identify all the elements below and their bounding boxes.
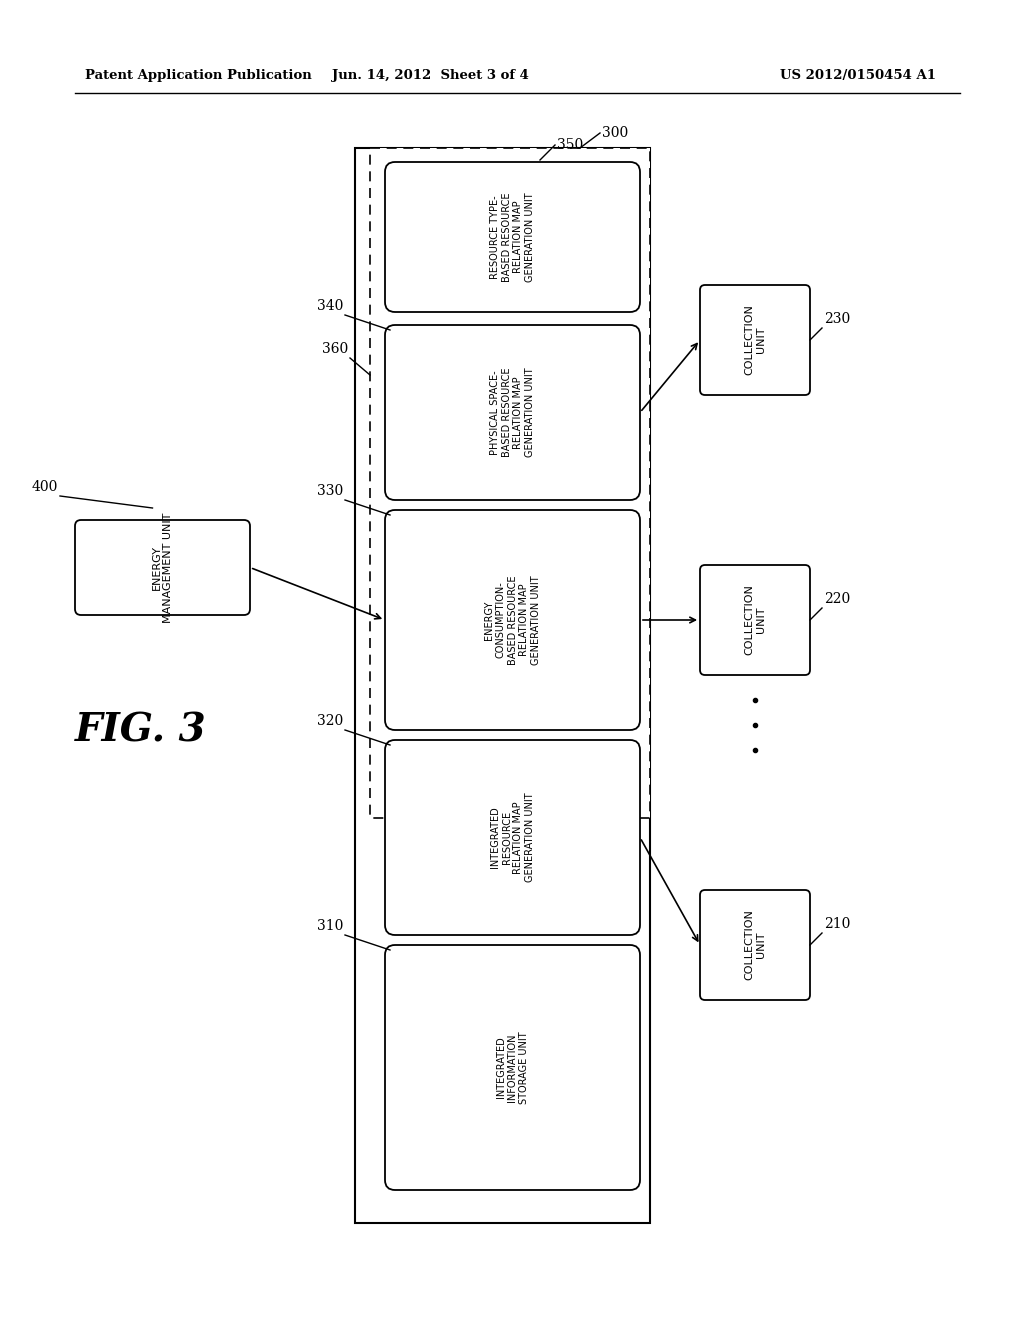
Text: Jun. 14, 2012  Sheet 3 of 4: Jun. 14, 2012 Sheet 3 of 4 <box>332 69 528 82</box>
Text: 340: 340 <box>316 300 343 313</box>
Text: 400: 400 <box>32 480 58 494</box>
Text: ENERGY
CONSUMPTION-
BASED RESOURCE
RELATION MAP
GENERATION UNIT: ENERGY CONSUMPTION- BASED RESOURCE RELAT… <box>484 576 541 665</box>
Text: FIG. 3: FIG. 3 <box>75 711 207 748</box>
Text: INTEGRATED
RESOURCE
RELATION MAP
GENERATION UNIT: INTEGRATED RESOURCE RELATION MAP GENERAT… <box>490 793 535 882</box>
Text: Patent Application Publication: Patent Application Publication <box>85 69 311 82</box>
FancyBboxPatch shape <box>385 162 640 312</box>
Text: 300: 300 <box>602 125 629 140</box>
Text: COLLECTION
UNIT: COLLECTION UNIT <box>744 909 766 981</box>
Text: ENERGY
MANAGEMENT UNIT: ENERGY MANAGEMENT UNIT <box>152 512 173 623</box>
Text: 350: 350 <box>557 139 584 152</box>
Text: COLLECTION
UNIT: COLLECTION UNIT <box>744 305 766 375</box>
Text: 360: 360 <box>322 342 348 356</box>
FancyBboxPatch shape <box>75 520 250 615</box>
Text: 210: 210 <box>824 917 850 931</box>
Text: US 2012/0150454 A1: US 2012/0150454 A1 <box>780 69 936 82</box>
FancyBboxPatch shape <box>700 285 810 395</box>
Text: 320: 320 <box>316 714 343 729</box>
Text: PHYSICAL SPACE-
BASED RESOURCE
RELATION MAP
GENERATION UNIT: PHYSICAL SPACE- BASED RESOURCE RELATION … <box>490 368 535 457</box>
FancyBboxPatch shape <box>385 741 640 935</box>
FancyBboxPatch shape <box>385 945 640 1191</box>
Text: RESOURCE TYPE-
BASED RESOURCE
RELATION MAP
GENERATION UNIT: RESOURCE TYPE- BASED RESOURCE RELATION M… <box>490 193 535 281</box>
Bar <box>370 148 650 818</box>
FancyBboxPatch shape <box>700 565 810 675</box>
Text: 330: 330 <box>316 484 343 498</box>
Text: 310: 310 <box>316 919 343 933</box>
Text: 230: 230 <box>824 312 850 326</box>
Text: COLLECTION
UNIT: COLLECTION UNIT <box>744 585 766 656</box>
FancyBboxPatch shape <box>700 890 810 1001</box>
FancyBboxPatch shape <box>385 325 640 500</box>
Bar <box>355 148 650 1224</box>
Text: INTEGRATED
INFORMATION
STORAGE UNIT: INTEGRATED INFORMATION STORAGE UNIT <box>496 1031 529 1104</box>
FancyBboxPatch shape <box>385 510 640 730</box>
Text: 220: 220 <box>824 591 850 606</box>
